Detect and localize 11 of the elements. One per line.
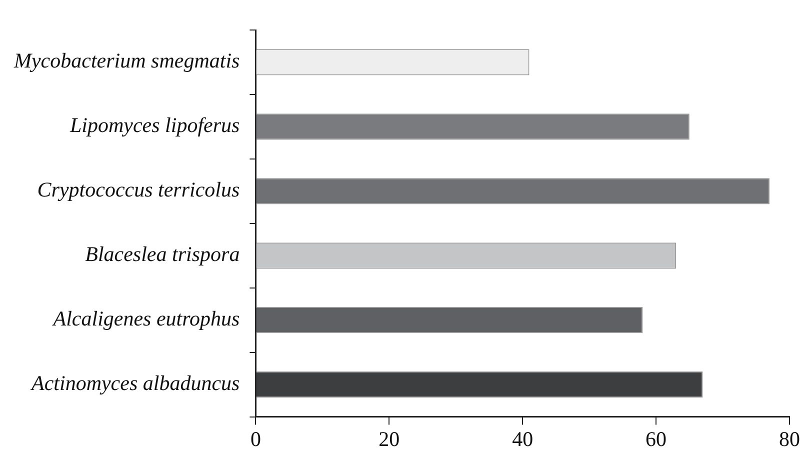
y-tick-label: Actinomyces albaduncus: [29, 371, 240, 396]
y-tick-label: Blaceslea trispora: [85, 242, 240, 266]
x-tick-label: 0: [250, 426, 261, 451]
x-tick-label: 60: [646, 426, 667, 451]
y-tick-label: Alcaligenes eutrophus: [51, 306, 240, 331]
x-tick-label: 80: [779, 426, 800, 451]
y-tick-label: Mycobacterium smegmatis: [12, 48, 240, 73]
y-tick-label: Cryptococcus terricolus: [37, 178, 240, 202]
x-tick-label: 40: [512, 426, 534, 451]
x-tick-label: 20: [378, 426, 400, 451]
y-tick-label: Lipomyces lipoferus: [68, 113, 240, 138]
